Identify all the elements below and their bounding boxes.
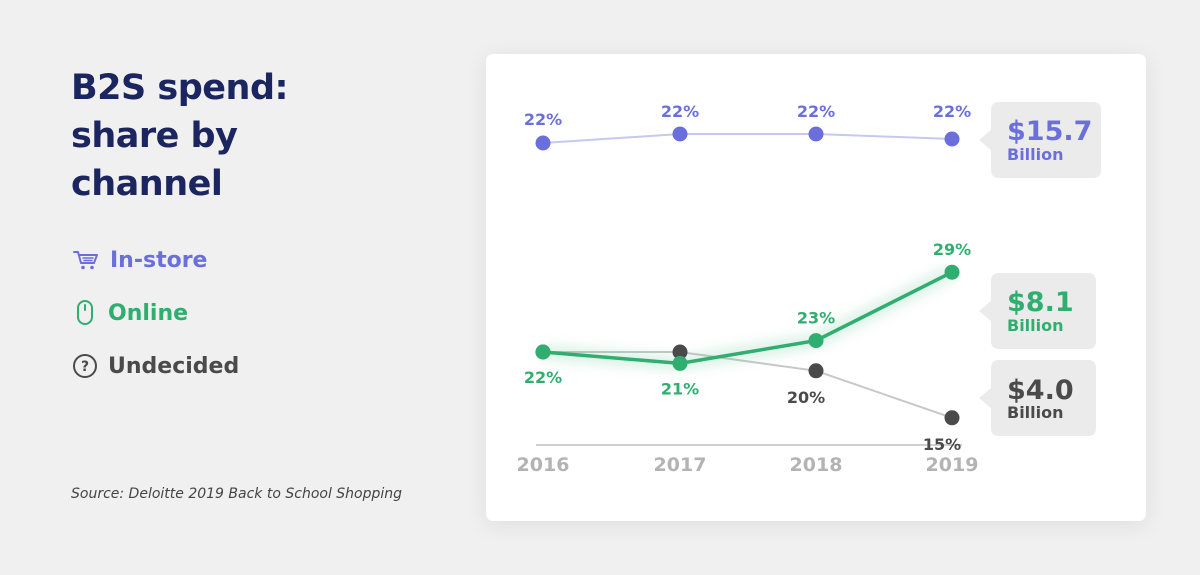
cart-icon [73,251,98,270]
series-glow-online [542,267,955,369]
callout-box-online [979,273,1096,349]
data-point-online [672,355,688,371]
callout-unit-undecided: Billion [1007,403,1064,422]
callout-value-in-store: $15.7 [1007,116,1092,147]
data-point-undecided [944,410,960,426]
chart-card: 2016 2017 2018 2019 20% 15% 22% 21% 23% 29% 22% 22%… [486,54,1146,521]
legend: In-store Online ? Undecided [72,243,239,402]
data-label-undecided: 20% [787,388,825,407]
title-line-3: channel [71,164,223,204]
callout-box-undecided [979,360,1096,436]
data-label-in-store: 22% [797,102,835,121]
callout-box-in-store [979,102,1101,178]
x-tick-label: 2017 [654,454,707,476]
series-line-undecided [543,351,953,419]
data-label-online: 21% [661,379,699,398]
callout-value-online: $8.1 [1007,287,1074,318]
callout-unit-online: Billion [1007,316,1064,335]
line-chart: 2016 2017 2018 2019 20% 15% 22% 21% 23% 29% 22% 22%… [517,102,1101,476]
chart-title: B2S spend: share by channel [71,64,289,208]
x-tick-label: 2019 [926,454,979,476]
mouse-icon [77,300,93,325]
data-label-undecided: 15% [923,435,961,454]
x-tick-label: 2018 [790,454,843,476]
legend-label-in-store: In-store [110,247,208,273]
title-line-1: B2S spend: [71,68,289,108]
legend-item-undecided: ? Undecided [72,349,239,383]
data-label-in-store: 22% [933,102,971,121]
data-point-undecided [808,363,824,379]
data-point-online [944,264,960,280]
svg-text:?: ? [81,359,89,375]
data-point-in-store [808,126,824,142]
series-line-in-store [542,133,953,144]
x-tick-label: 2016 [517,454,570,476]
series-line-online [542,270,953,366]
data-label-online: 22% [524,368,562,387]
question-icon: ? [73,354,97,378]
callout-value-undecided: $4.0 [1007,375,1074,406]
data-point-in-store [535,135,551,151]
data-label-online: 29% [933,240,971,259]
data-point-online [535,344,551,360]
callout-unit-in-store: Billion [1007,145,1064,164]
data-point-online [808,333,824,349]
data-label-in-store: 22% [524,110,562,129]
legend-item-online: Online [72,296,239,330]
legend-item-in-store: In-store [72,243,239,277]
data-point-in-store [944,131,960,147]
legend-label-undecided: Undecided [108,353,240,379]
data-label-in-store: 22% [661,102,699,121]
data-point-undecided [672,344,688,360]
source-note: Source: Deloitte 2019 Back to School Sho… [71,486,403,502]
data-label-online: 23% [797,309,835,328]
title-line-2: share by [71,116,238,156]
legend-label-online: Online [108,300,189,326]
data-point-in-store [672,126,688,142]
